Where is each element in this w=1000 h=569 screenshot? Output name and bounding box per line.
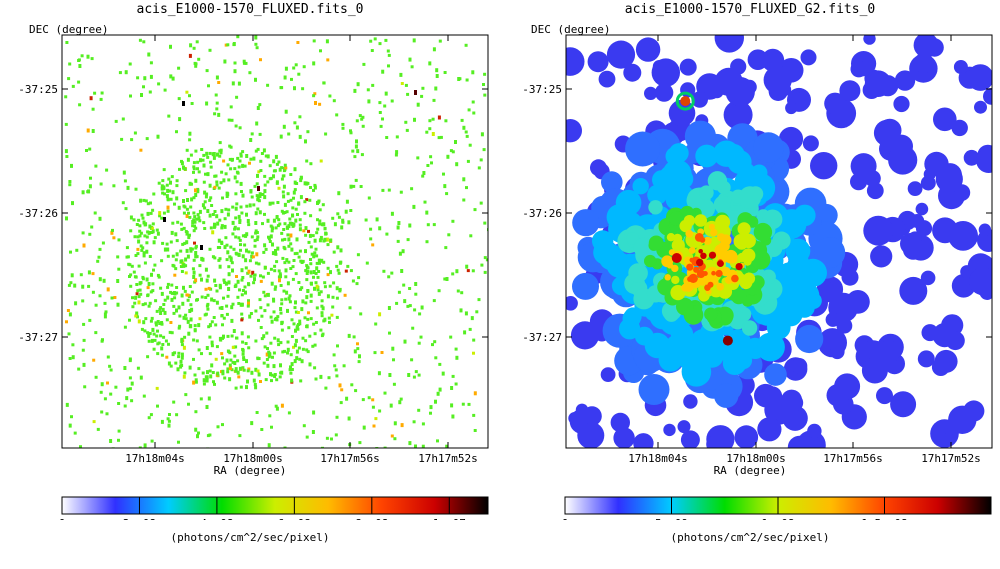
colorbar-tick-label: 4e-08 — [200, 517, 233, 520]
left-panel-title: acis_E1000-1570_FLUXED.fits_0 — [136, 2, 364, 17]
heatmap-image — [566, 35, 992, 448]
colorbar — [61, 496, 489, 515]
heatmap-image — [64, 35, 488, 448]
left-panel: acis_E1000-1570_FLUXED.fits_0 DEC (degre… — [18, 2, 489, 544]
right-panel-title: acis_E1000-1570_FLUXED_G2.fits_0 — [624, 2, 876, 17]
colorbar-tick-label: 6e-08 — [278, 517, 311, 520]
colorbar-tick-label: 0 — [59, 517, 66, 520]
right-heatmap-chart: -37:25 -37:26 -37:27 17h18m04s 17h18m00s 17h1… — [522, 34, 993, 520]
plot-frame — [565, 34, 993, 449]
left-ra-axis-label: RA (degree) — [213, 464, 287, 477]
left-heatmap-chart: -37:25 -37:26 -37:27 17h18m04s 17h18m00s 17h1… — [18, 34, 489, 520]
y-tick-label: -37:27 — [18, 331, 58, 344]
colorbar-tick-label: 8e-08 — [355, 517, 388, 520]
x-tick-label: 17h17m52s — [418, 452, 478, 465]
colorbar-tick-label: 2e-08 — [123, 517, 156, 520]
colorbar-tick-label: 5e-09 — [655, 517, 688, 520]
plot-area — [62, 35, 488, 448]
y-tick-label: -37:25 — [522, 83, 562, 96]
right-colorbar-unit-label: (photons/cm^2/sec/pixel) — [670, 531, 830, 544]
colorbar-tick-label: 1e-08 — [761, 517, 794, 520]
x-tick-label: 17h17m56s — [320, 452, 380, 465]
x-tick-label: 17h17m52s — [921, 452, 981, 465]
colorbar-tick-label: 1e-07 — [433, 517, 466, 520]
left-colorbar-unit-label: (photons/cm^2/sec/pixel) — [170, 531, 330, 544]
right-dec-axis-label: DEC (degree) — [531, 23, 611, 36]
left-dec-axis-label: DEC (degree) — [29, 23, 109, 36]
right-panel: acis_E1000-1570_FLUXED_G2.fits_0 DEC (de… — [500, 0, 1000, 569]
y-tick-label: -37:25 — [18, 83, 58, 96]
x-tick-label: 17h18m04s — [628, 452, 688, 465]
x-tick-label: 17h18m00s — [223, 452, 283, 465]
colorbar-tick-label: 0 — [562, 517, 569, 520]
x-tick-label: 17h18m00s — [726, 452, 786, 465]
y-tick-label: -37:26 — [18, 207, 58, 220]
x-tick-label: 17h17m56s — [823, 452, 883, 465]
colorbar-tick-label: 1.5e-08 — [861, 517, 907, 520]
y-tick-label: -37:27 — [522, 331, 562, 344]
plot-frame — [61, 34, 489, 449]
x-tick-label: 17h18m04s — [125, 452, 185, 465]
y-tick-label: -37:26 — [522, 207, 562, 220]
right-ra-axis-label: RA (degree) — [713, 464, 787, 477]
